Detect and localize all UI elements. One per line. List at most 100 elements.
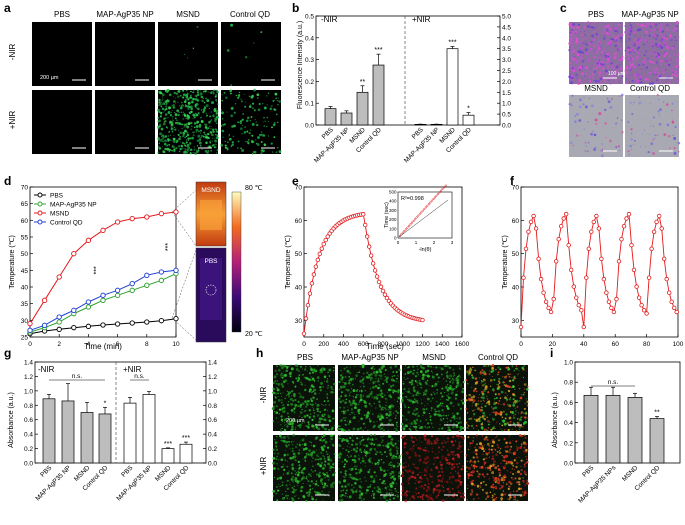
panel-h-tile-dot: [348, 393, 350, 395]
panel-h-tile-dot: [379, 489, 381, 491]
panel-c-tile-dot: [645, 30, 648, 34]
panel-h-tile-dot: [458, 441, 461, 444]
panel-c-tile-dot: [572, 42, 574, 45]
panel-c-tile-dot: [658, 116, 660, 118]
panel-h-tile-dot: [421, 399, 423, 401]
panel-h-tile-dot: [310, 368, 314, 372]
chart-f-xtick-label: 0: [519, 341, 523, 348]
panel-a-tile-dot: [204, 126, 208, 129]
panel-c-tile-dot: [671, 119, 673, 121]
panel-h-tile-dot: [275, 435, 278, 438]
panel-h-tile-dot: [525, 370, 527, 372]
panel-h-tile-dot: [491, 471, 495, 475]
panel-h-tile-dot: [323, 400, 326, 403]
panel-h-tile-dot: [486, 457, 488, 459]
panel-a-tile-dot: [255, 121, 257, 123]
chart-d-point: [129, 320, 135, 326]
panel-h-tile-dot: [437, 475, 439, 478]
panel-a-tile-dot: [188, 137, 192, 140]
panel-c-tile-dot: [581, 77, 583, 79]
panel-h-tile-dot: [408, 490, 411, 493]
panel-c-tile-dot: [648, 60, 650, 62]
panel-h-tile-dot: [281, 376, 284, 379]
panel-h-tile-dot: [379, 394, 382, 397]
chart-d-legend-label: MSND: [50, 211, 69, 218]
panel-h-tile-dot: [345, 438, 348, 441]
chart-e-inset-ytick-label: 0: [394, 236, 397, 241]
axis-frame: [34, 361, 207, 464]
panel-a-tile-dot: [163, 142, 167, 146]
panel-h-tile-dot: [500, 493, 504, 497]
thermal-colorbar-min: 20 ℃: [245, 331, 263, 338]
panel-h-tile-dot: [479, 393, 480, 395]
chart-g-bar: [161, 448, 175, 464]
panel-h-tile-dot: [480, 482, 483, 485]
panel-h-tile-dot: [293, 407, 296, 410]
panel-h-tile-dot: [475, 493, 479, 496]
chart-f-point: [624, 216, 629, 221]
panel-h-tile-dot: [412, 445, 415, 448]
panel-h-tile-dot: [281, 427, 283, 430]
panel-c-tile-dot: [593, 148, 596, 152]
panel-c-tile-dot: [606, 57, 610, 61]
panel-h-tile-dot: [411, 451, 413, 453]
panel-h-tile-dot: [289, 498, 291, 500]
panel-c-tile-dot: [595, 32, 599, 36]
chart-d-ytick-label: 30: [21, 318, 29, 325]
panel-h-tile-dot: [344, 394, 347, 397]
panel-a-tile-dot: [257, 97, 259, 99]
panel-h-tile-dot: [319, 480, 322, 482]
panel-h-tile-dot: [515, 491, 517, 493]
panel-h-tile-dot: [451, 412, 454, 415]
panel-h-tile-dot: [509, 435, 511, 437]
panel-h-tile-dot: [410, 382, 414, 386]
panel-h-tile-dot: [389, 472, 391, 475]
panel-c-tile-dot: [598, 112, 602, 116]
chart-b-ytick-label: 0.2: [305, 79, 314, 86]
panel-h-tile-dot: [410, 436, 414, 439]
panel-h-tile-dot: [498, 439, 500, 441]
panel-h-tile-dot: [469, 367, 472, 370]
panel-h-tile-dot: [338, 460, 340, 462]
panel-h-tile-dot: [363, 372, 365, 375]
panel-a-tile-dot: [229, 89, 232, 93]
chart-g-bracket-label: n.s.: [72, 373, 83, 380]
panel-a-tile-dot: [251, 139, 253, 142]
panel-h-tile-dot: [514, 495, 517, 498]
panel-h-tile-dot: [301, 447, 303, 449]
panel-h-tile-dot: [408, 388, 410, 390]
panel-h-tile-dot: [456, 384, 460, 387]
panel-c-tile-dot: [649, 133, 651, 135]
panel-h-tile: [272, 433, 336, 502]
panel-a-tile-dot: [189, 143, 191, 145]
panel-c-tile-dot: [594, 146, 597, 149]
panel-h-tile-dot: [521, 425, 524, 428]
panel-h-tile-dot: [500, 462, 502, 465]
panel-h-tile-dot: [338, 437, 341, 440]
panel-h-tile-dot: [427, 498, 430, 501]
panel-h-tile-dot: [328, 491, 330, 493]
panel-h-tile-dot: [511, 476, 513, 479]
panel-a-tile-dot: [202, 97, 204, 99]
panel-a-tile-dot: [210, 97, 212, 99]
panel-h-tile-dot: [509, 471, 512, 474]
panel-h-tile-dot: [349, 419, 352, 422]
panel-a-tile-dot: [274, 92, 278, 96]
panel-c-tile-dot: [660, 63, 662, 66]
chart-g-y2tick-label: 0.8: [208, 403, 217, 410]
panel-h-tile-dot: [480, 486, 482, 488]
panel-h-tile-dot: [414, 491, 416, 494]
panel-c-tile-dot: [655, 78, 659, 82]
panel-h-tile-dot: [352, 395, 355, 398]
panel-h-tile-dot: [384, 451, 387, 454]
panel-h-tile-dot: [380, 458, 383, 461]
panel-h-tile-dot: [450, 440, 454, 444]
panel-h-tile-dot: [405, 390, 407, 392]
panel-h-tile-dot: [485, 382, 487, 384]
panel-h-tile-dot: [394, 417, 397, 419]
panel-c-tile-dot: [633, 73, 636, 75]
panel-a-tile-dot: [248, 132, 251, 135]
panel-h-tile-dot: [344, 469, 347, 473]
panel-h-tile-dot: [371, 445, 373, 447]
panel-c-tile-dot: [599, 40, 603, 43]
